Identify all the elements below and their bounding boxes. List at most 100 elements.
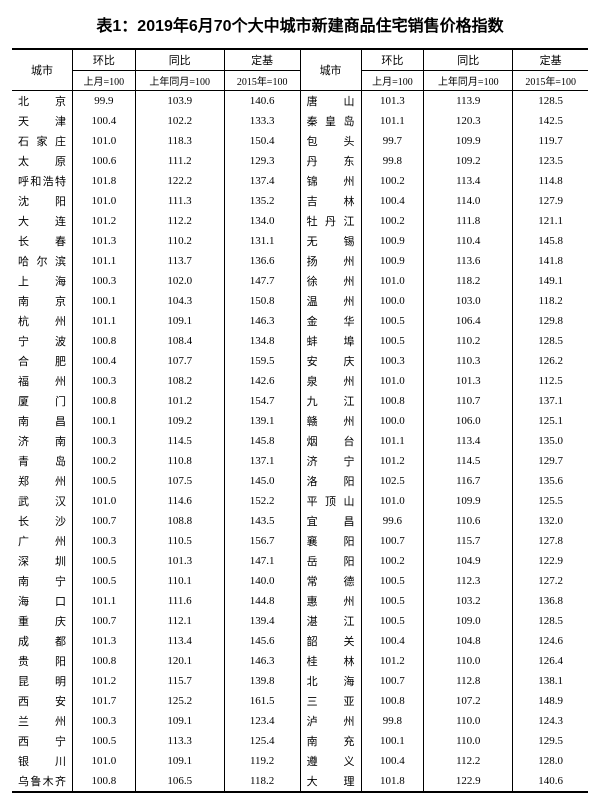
table-row: 成 都101.3113.4145.6韶 关100.4104.8124.6: [12, 631, 588, 651]
cell-base: 159.5: [224, 351, 300, 371]
cell-base: 129.8: [513, 311, 588, 331]
cell-city: 昆 明: [12, 671, 73, 691]
cell-mom: 100.4: [361, 631, 424, 651]
cell-city: 太 原: [12, 151, 73, 171]
table-body: 北 京99.9103.9140.6唐 山101.3113.9128.5天 津10…: [12, 91, 588, 793]
cell-yoy: 102.0: [135, 271, 224, 291]
cell-city: 惠 州: [300, 591, 361, 611]
cell-yoy: 114.6: [135, 491, 224, 511]
cell-city: 泸 州: [300, 711, 361, 731]
cell-city: 徐 州: [300, 271, 361, 291]
cell-city: 温 州: [300, 291, 361, 311]
cell-mom: 100.9: [361, 231, 424, 251]
cell-base: 150.8: [224, 291, 300, 311]
cell-city: 吉 林: [300, 191, 361, 211]
cell-base: 131.1: [224, 231, 300, 251]
cell-city: 福 州: [12, 371, 73, 391]
cell-yoy: 113.3: [135, 731, 224, 751]
cell-mom: 100.7: [361, 531, 424, 551]
sub-mom-left: 上月=100: [73, 71, 136, 91]
cell-mom: 101.1: [73, 311, 136, 331]
cell-city: 烟 台: [300, 431, 361, 451]
cell-yoy: 109.9: [424, 491, 513, 511]
cell-base: 121.1: [513, 211, 588, 231]
cell-city: 泉 州: [300, 371, 361, 391]
cell-yoy: 110.3: [424, 351, 513, 371]
cell-mom: 101.0: [73, 131, 136, 151]
cell-yoy: 108.4: [135, 331, 224, 351]
cell-base: 144.8: [224, 591, 300, 611]
cell-base: 123.4: [224, 711, 300, 731]
cell-base: 112.5: [513, 371, 588, 391]
cell-yoy: 113.7: [135, 251, 224, 271]
cell-city: 重 庆: [12, 611, 73, 631]
cell-city: 济 宁: [300, 451, 361, 471]
cell-city: 安 庆: [300, 351, 361, 371]
cell-mom: 101.3: [73, 631, 136, 651]
cell-mom: 100.2: [361, 211, 424, 231]
cell-mom: 100.5: [361, 611, 424, 631]
cell-yoy: 109.0: [424, 611, 513, 631]
cell-city: 西 宁: [12, 731, 73, 751]
table-row: 厦 门100.8101.2154.7九 江100.8110.7137.1: [12, 391, 588, 411]
cell-base: 138.1: [513, 671, 588, 691]
cell-city: 海 口: [12, 591, 73, 611]
cell-base: 150.4: [224, 131, 300, 151]
cell-mom: 101.2: [73, 211, 136, 231]
cell-base: 118.2: [224, 771, 300, 792]
cell-base: 128.5: [513, 331, 588, 351]
cell-mom: 100.8: [73, 651, 136, 671]
cell-mom: 100.8: [73, 771, 136, 792]
table-title: 表1：2019年6月70个大中城市新建商品住宅销售价格指数: [12, 12, 588, 36]
table-row: 重 庆100.7112.1139.4湛 江100.5109.0128.5: [12, 611, 588, 631]
cell-base: 142.5: [513, 111, 588, 131]
cell-city: 合 肥: [12, 351, 73, 371]
sub-yoy-right: 上年同月=100: [424, 71, 513, 91]
cell-city: 大 连: [12, 211, 73, 231]
table-row: 昆 明101.2115.7139.8北 海100.7112.8138.1: [12, 671, 588, 691]
table-row: 南 京100.1104.3150.8温 州100.0103.0118.2: [12, 291, 588, 311]
cell-city: 遵 义: [300, 751, 361, 771]
table-row: 乌鲁木齐100.8106.5118.2大 理101.8122.9140.6: [12, 771, 588, 792]
cell-yoy: 113.4: [424, 431, 513, 451]
table-row: 广 州100.3110.5156.7襄 阳100.7115.7127.8: [12, 531, 588, 551]
cell-yoy: 113.4: [135, 631, 224, 651]
cell-city: 哈 尔 滨: [12, 251, 73, 271]
cell-base: 146.3: [224, 651, 300, 671]
cell-city: 包 头: [300, 131, 361, 151]
cell-yoy: 110.0: [424, 651, 513, 671]
cell-city: 北 海: [300, 671, 361, 691]
cell-mom: 100.7: [73, 611, 136, 631]
cell-base: 140.6: [224, 91, 300, 112]
cell-mom: 99.6: [361, 511, 424, 531]
cell-yoy: 107.2: [424, 691, 513, 711]
cell-base: 156.7: [224, 531, 300, 551]
cell-mom: 100.8: [73, 391, 136, 411]
cell-city: 石 家 庄: [12, 131, 73, 151]
table-row: 太 原100.6111.2129.3丹 东99.8109.2123.5: [12, 151, 588, 171]
cell-yoy: 101.3: [135, 551, 224, 571]
cell-mom: 100.3: [73, 431, 136, 451]
cell-yoy: 101.2: [135, 391, 224, 411]
cell-yoy: 103.0: [424, 291, 513, 311]
cell-mom: 100.3: [73, 371, 136, 391]
cell-city: 西 安: [12, 691, 73, 711]
cell-mom: 101.3: [361, 91, 424, 112]
cell-yoy: 110.0: [424, 711, 513, 731]
cell-city: 秦 皇 岛: [300, 111, 361, 131]
cell-mom: 101.2: [73, 671, 136, 691]
cell-yoy: 118.2: [424, 271, 513, 291]
cell-city: 南 充: [300, 731, 361, 751]
cell-mom: 100.8: [73, 331, 136, 351]
cell-city: 宜 昌: [300, 511, 361, 531]
cell-base: 161.5: [224, 691, 300, 711]
table-row: 上 海100.3102.0147.7徐 州101.0118.2149.1: [12, 271, 588, 291]
cell-mom: 100.3: [73, 531, 136, 551]
cell-mom: 101.0: [73, 491, 136, 511]
cell-yoy: 112.3: [424, 571, 513, 591]
cell-city: 三 亚: [300, 691, 361, 711]
cell-city: 南 京: [12, 291, 73, 311]
cell-base: 143.5: [224, 511, 300, 531]
cell-base: 140.6: [513, 771, 588, 792]
cell-mom: 100.8: [361, 691, 424, 711]
